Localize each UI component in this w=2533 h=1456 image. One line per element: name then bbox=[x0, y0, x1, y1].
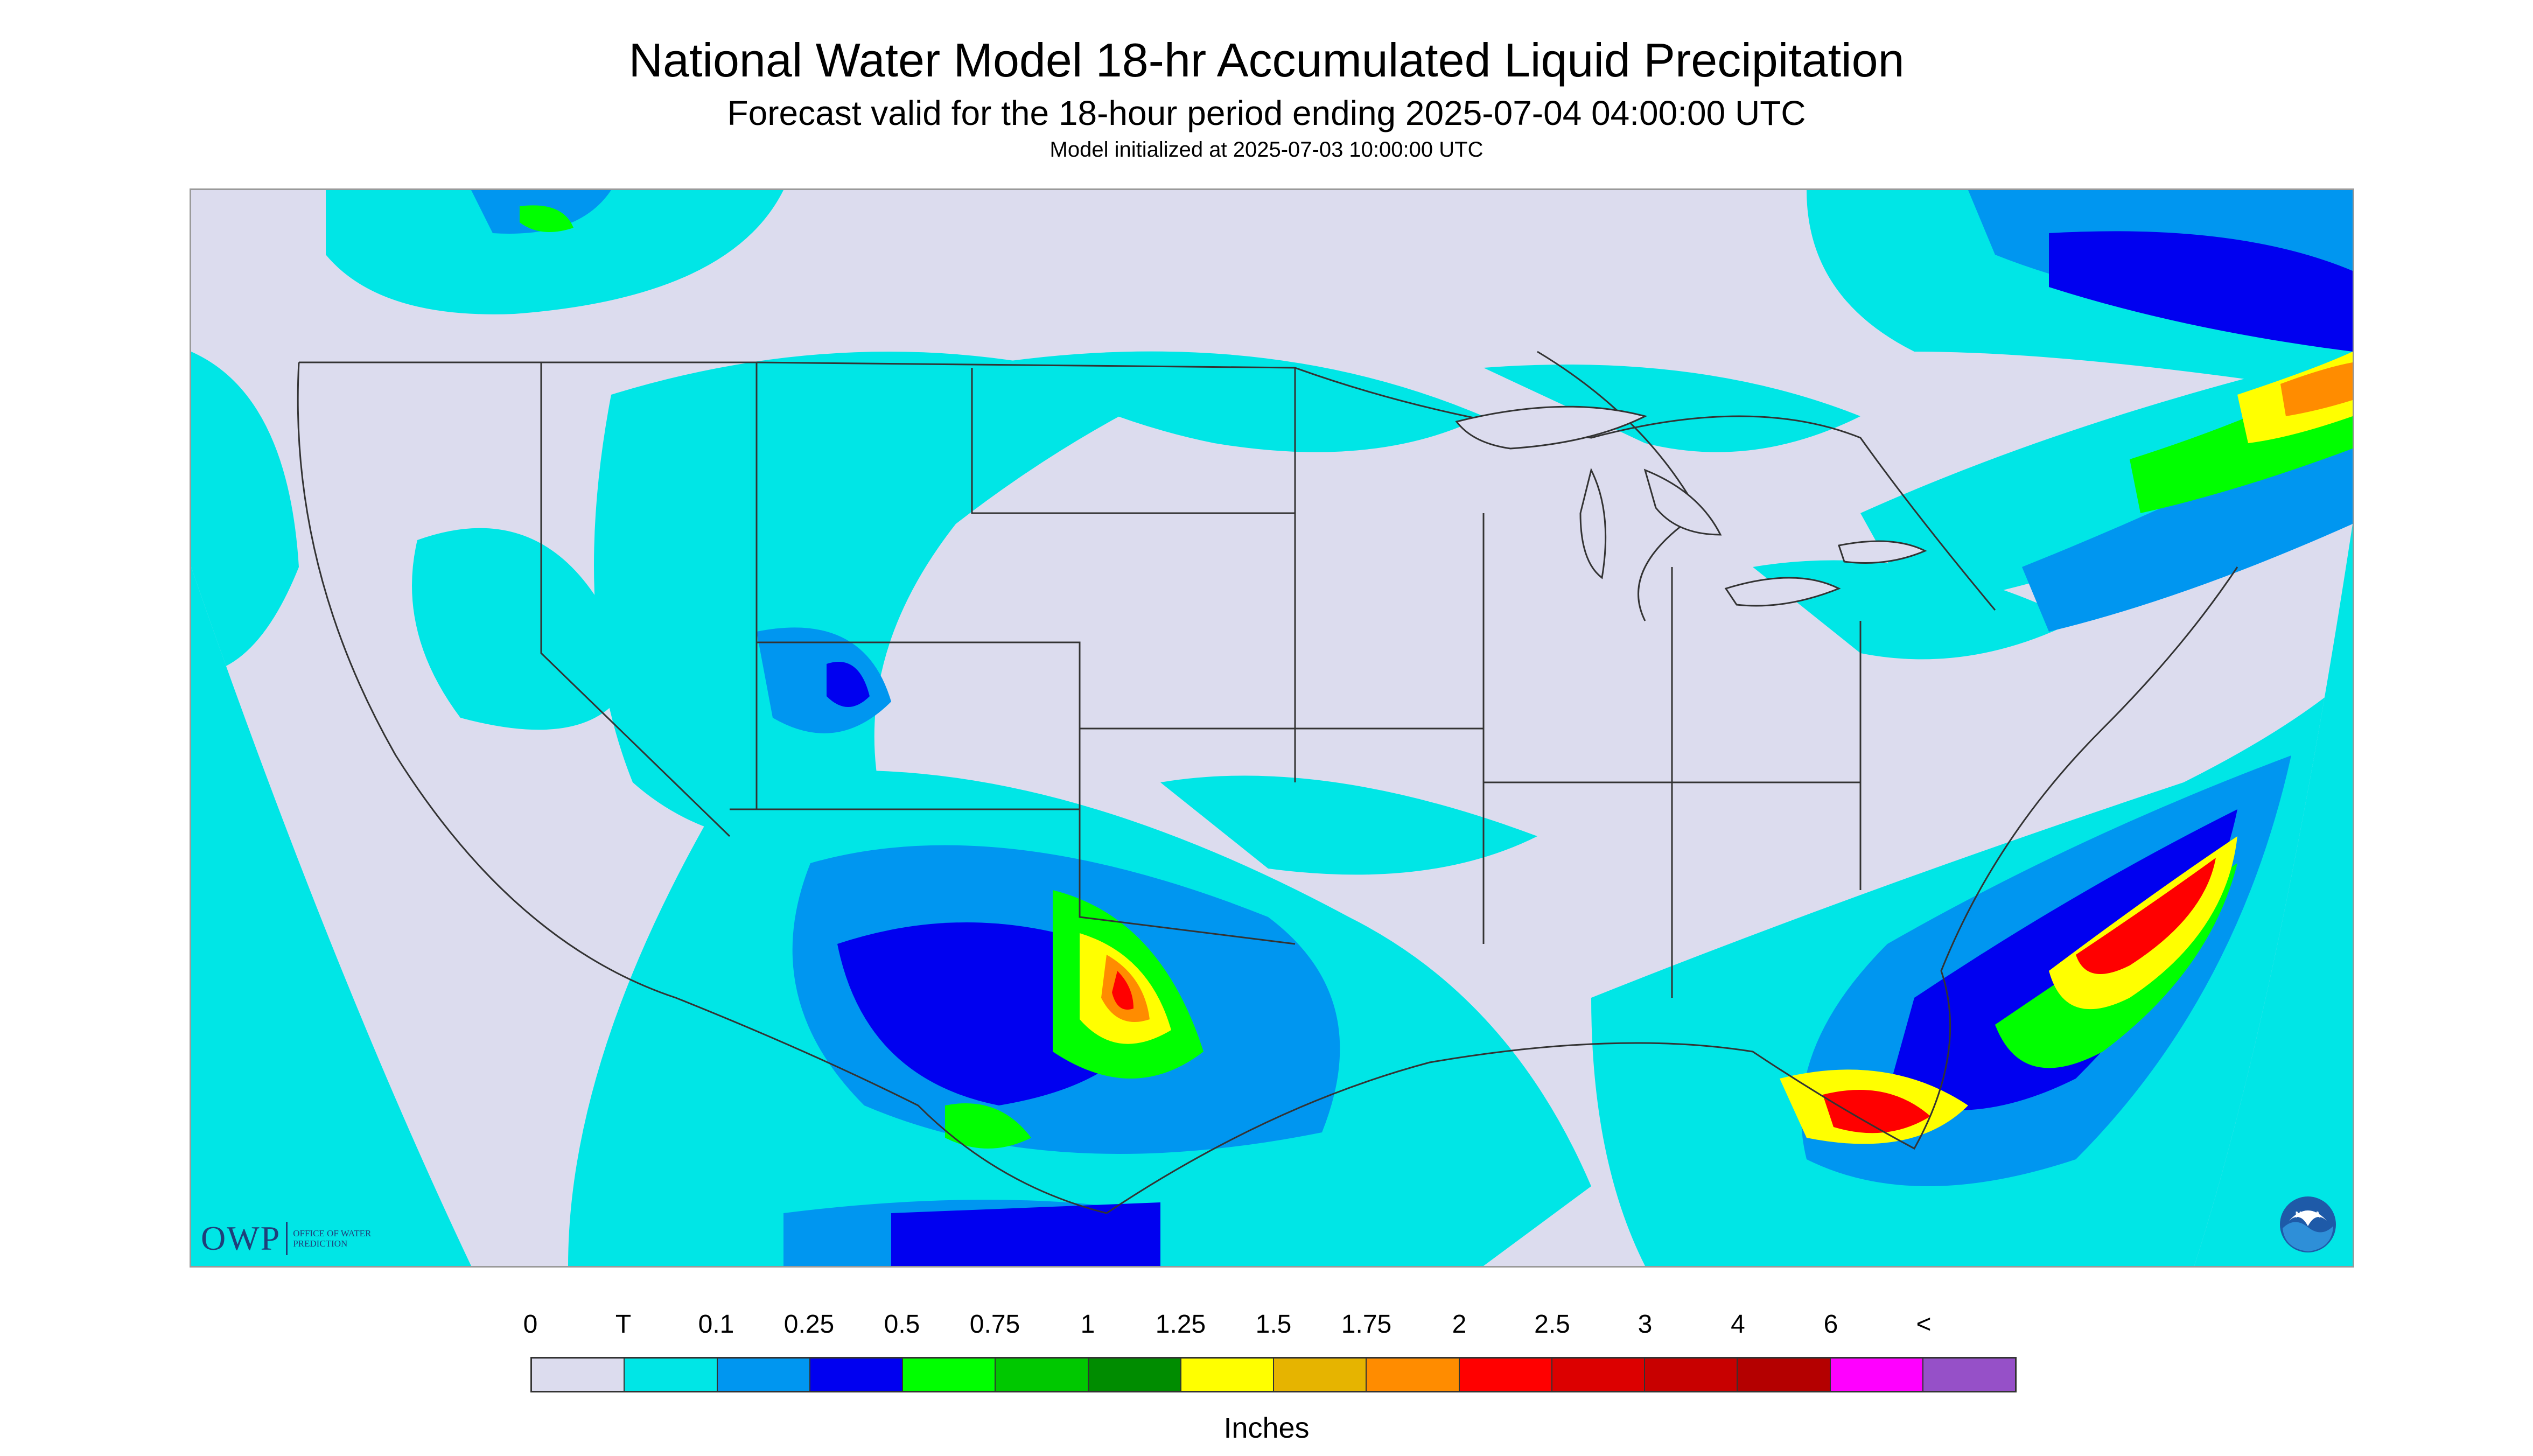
legend-swatch bbox=[810, 1359, 903, 1391]
legend-swatch bbox=[1923, 1359, 2015, 1391]
legend-label: 0.5 bbox=[884, 1310, 920, 1339]
legend-label: 1.25 bbox=[1155, 1310, 1206, 1339]
legend-label: 1 bbox=[1080, 1310, 1095, 1339]
legend-label: 3 bbox=[1638, 1310, 1653, 1339]
chart-subtitle: Forecast valid for the 18-hour period en… bbox=[727, 94, 1806, 132]
great-lakes bbox=[1455, 405, 1927, 607]
heavy-precip-areas bbox=[1080, 352, 2353, 1144]
legend-label: 4 bbox=[1731, 1310, 1745, 1339]
legend-swatch bbox=[996, 1359, 1089, 1391]
legend-swatch bbox=[1738, 1359, 1831, 1391]
legend-units: Inches bbox=[1223, 1412, 1310, 1444]
boundary-lines bbox=[297, 351, 2238, 1214]
precip-layer bbox=[191, 190, 2353, 1266]
legend-label: < bbox=[1916, 1310, 1932, 1339]
owp-logo-subtext: OFFICE OF WATER PREDICTION bbox=[293, 1228, 372, 1249]
legend-label: 2 bbox=[1452, 1310, 1467, 1339]
legend-label: 0.75 bbox=[969, 1310, 1020, 1339]
legend-swatch bbox=[1552, 1359, 1645, 1391]
owp-logo-divider bbox=[286, 1222, 288, 1255]
legend-swatch bbox=[1274, 1359, 1367, 1391]
noaa-logo-icon: NOAA bbox=[2280, 1196, 2336, 1252]
legend-swatch bbox=[1088, 1359, 1181, 1391]
legend-label: 1.5 bbox=[1255, 1310, 1292, 1339]
legend-label: 2.5 bbox=[1534, 1310, 1570, 1339]
legend-swatch bbox=[1181, 1359, 1274, 1391]
owp-logo: OWP OFFICE OF WATER PREDICTION bbox=[201, 1219, 374, 1258]
legend-label: T bbox=[615, 1310, 632, 1339]
chart-title: National Water Model 18-hr Accumulated L… bbox=[628, 33, 1905, 87]
legend-swatch bbox=[903, 1359, 996, 1391]
legend-label: 0.25 bbox=[783, 1310, 835, 1339]
legend-swatch bbox=[625, 1359, 718, 1391]
legend-labels: 0 T 0.1 0.25 0.5 0.75 1 1.25 1.5 1.75 2 2.5 3 4 6 < bbox=[0, 1310, 2533, 1342]
legend-label: 0 bbox=[523, 1310, 538, 1339]
legend-swatch bbox=[1367, 1359, 1460, 1391]
legend-label: 1.75 bbox=[1341, 1310, 1392, 1339]
owp-logo-text: OWP bbox=[201, 1219, 281, 1257]
legend-colorbar bbox=[530, 1357, 2017, 1392]
legend-swatch bbox=[1459, 1359, 1552, 1391]
legend-swatch bbox=[717, 1359, 810, 1391]
precipitation-map: OWP OFFICE OF WATER PREDICTION NOAA bbox=[190, 188, 2354, 1268]
legend-swatch bbox=[1830, 1359, 1923, 1391]
legend-label: 6 bbox=[1823, 1310, 1838, 1339]
legend-swatch bbox=[532, 1359, 625, 1391]
map-canvas bbox=[191, 190, 2353, 1266]
legend-label: 0.1 bbox=[698, 1310, 734, 1339]
noaa-logo-text: NOAA bbox=[2295, 1210, 2321, 1220]
model-init-time: Model initialized at 2025-07-03 10:00:00… bbox=[1049, 138, 1484, 162]
legend-swatch bbox=[1645, 1359, 1738, 1391]
